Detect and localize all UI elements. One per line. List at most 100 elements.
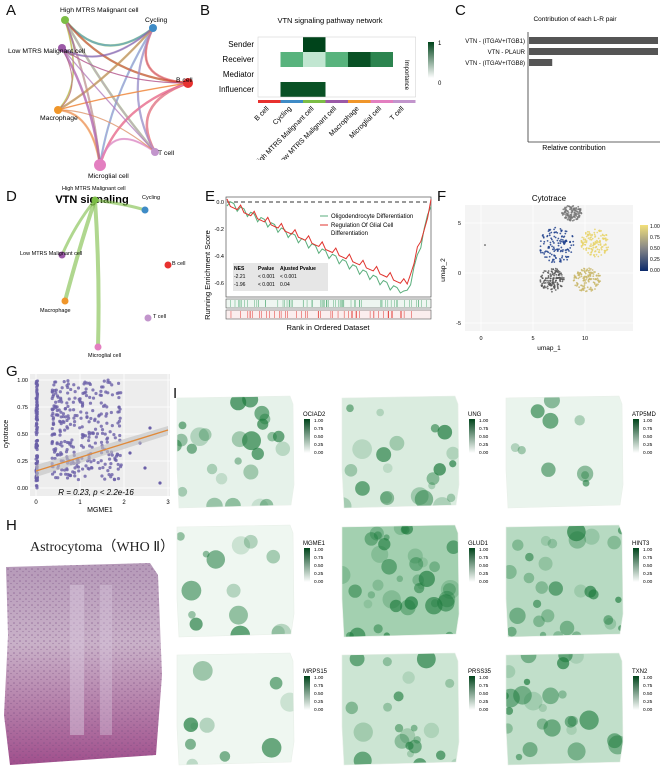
gene-colorbar-tick: 0.75	[643, 683, 653, 689]
heatmap-cell	[303, 52, 326, 67]
panel-letter-a: A	[6, 2, 17, 19]
panel-f-umap: Cytotrace 0 5 10 5 0 -5 umap_1 umap_2 1.00 0.7…	[440, 194, 660, 352]
gene-colorbar-tick: 0.25	[643, 699, 653, 705]
heatmap-cell	[348, 37, 371, 52]
network-node	[58, 44, 66, 52]
gene-colorbar-tick: 0.50	[643, 434, 653, 440]
gene-colorbar-tick: 1.00	[479, 675, 489, 681]
gsea-table-cell: < 0.001	[258, 274, 275, 280]
gsea-legend-label: Differentiation	[331, 231, 368, 237]
heatmap-cell	[303, 37, 326, 52]
heatmap-cell	[258, 52, 281, 67]
gene-colorbar-tick: 0.00	[479, 707, 489, 713]
gene-colorbar-tick: 1.00	[479, 547, 489, 553]
gene-colorbar-tick: 1.00	[643, 418, 653, 424]
panel-i-spatial-maps: OCIAD2 1.00 0.75 0.50 0.25 0.00 UNG 1.00 0.75 0.5…	[175, 385, 669, 771]
gene-colorbar-tick: 0.75	[479, 426, 489, 432]
umap-ytick: -5	[456, 321, 461, 327]
gene-label: TXN2	[632, 669, 648, 675]
vtn-node-label: High MTRS Malignant cell	[62, 186, 126, 192]
network-node	[94, 159, 106, 171]
heatmap-col-bar	[370, 100, 393, 103]
heatmap-cell	[393, 67, 416, 82]
gene-colorbar-tick: 0.25	[643, 571, 653, 577]
vtn-node	[144, 314, 152, 322]
network-node-label: High MTRS Malignant cell	[60, 7, 139, 14]
gene-colorbar-tick: 0.50	[643, 563, 653, 569]
bar	[529, 59, 553, 66]
gene-colorbar-tick: 0.00	[314, 450, 324, 456]
panel-d-vtn-network: VTN signaling High MTRS Malignant cellCy…	[20, 186, 185, 359]
scatter-xlabel: MGME1	[87, 507, 113, 514]
gene-colorbar	[304, 547, 310, 582]
legend-min: 0	[438, 81, 442, 87]
gene-colorbar-tick: 0.75	[643, 426, 653, 432]
network-node	[149, 24, 157, 32]
gene-colorbar-tick: 0.00	[314, 579, 324, 585]
bar	[529, 48, 658, 55]
heatmap-row-label: Influencer	[219, 85, 254, 94]
heatmap-cell	[325, 52, 348, 67]
heatmap-col-bar	[325, 100, 348, 103]
heatmap-col-bar	[303, 100, 326, 103]
gene-colorbar-tick: 0.50	[314, 434, 324, 440]
umap-xtick: 10	[582, 336, 588, 342]
gene-label: UNG	[468, 412, 482, 418]
bar-chart-title: Contribution of each L-R pair	[533, 16, 617, 23]
umap-legend-tick: 1.00	[650, 224, 660, 230]
panel-letter-g: G	[6, 363, 18, 380]
scatter-xtick: 1	[78, 500, 82, 506]
heatmap-cell	[280, 52, 303, 67]
histology-title: Astrocytoma（WHO Ⅱ）	[30, 540, 175, 555]
gene-label: GLUD1	[468, 541, 489, 547]
vtn-node-label: Microglial cell	[88, 353, 121, 359]
heatmap-cell	[258, 67, 281, 82]
heatmap-col-label: Cycling	[272, 105, 293, 126]
umap-ylabel: umap_2	[440, 258, 447, 282]
panel-a-network: High MTRS Malignant cell Cycling B cell T c…	[8, 7, 193, 180]
gene-colorbar	[633, 419, 640, 453]
gsea-ytick: -0.4	[215, 254, 224, 260]
network-node-label: Microglial cell	[88, 173, 129, 180]
gene-colorbar	[304, 676, 310, 711]
gene-colorbar-tick: 0.75	[314, 426, 324, 432]
vtn-node-label: Low MTRS Malignant cell	[20, 251, 82, 257]
gene-colorbar-tick: 0.00	[314, 707, 324, 713]
gsea-table-header: NES	[234, 266, 245, 272]
heatmap-cell	[280, 82, 303, 97]
gene-colorbar-tick: 0.00	[643, 579, 653, 585]
heatmap-col-bar	[258, 100, 281, 103]
gsea-table-header: Ajusted Pvalue	[280, 266, 316, 272]
vtn-node	[58, 251, 66, 259]
umap-legend-tick: 0.25	[650, 257, 660, 263]
importance-legend-bar	[428, 42, 434, 78]
heatmap-cell	[370, 37, 393, 52]
heatmap-cell	[370, 82, 393, 97]
gsea-table-cell: < 0.001	[258, 282, 275, 288]
panel-c-bar-chart: Contribution of each L-R pair VTN - (ITG…	[465, 16, 660, 152]
vtn-node	[141, 206, 149, 214]
gene-colorbar-tick: 0.50	[314, 563, 324, 569]
umap-xtick: 0	[479, 336, 482, 342]
scatter-xtick: 2	[122, 500, 126, 506]
network-node	[151, 148, 159, 156]
network-node-label: T cell	[158, 150, 175, 157]
gsea-table-header: Pvalue	[258, 266, 274, 272]
heatmap-cell	[258, 37, 281, 52]
network-node	[183, 78, 193, 88]
gene-colorbar-tick: 1.00	[314, 418, 324, 424]
panel-e-gsea: Running Enrichment Score 0.0 -0.2 -0.4 -0.6…	[203, 196, 432, 332]
gene-colorbar-tick: 0.75	[643, 555, 653, 561]
gene-label: HINT3	[632, 541, 650, 547]
heatmap-cell	[393, 82, 416, 97]
vtn-node	[91, 196, 99, 204]
gene-colorbar-tick: 0.75	[314, 555, 324, 561]
umap-ytick: 5	[458, 221, 461, 227]
network-node-label: Macrophage	[40, 115, 78, 122]
gene-colorbar-tick: 0.25	[479, 442, 489, 448]
